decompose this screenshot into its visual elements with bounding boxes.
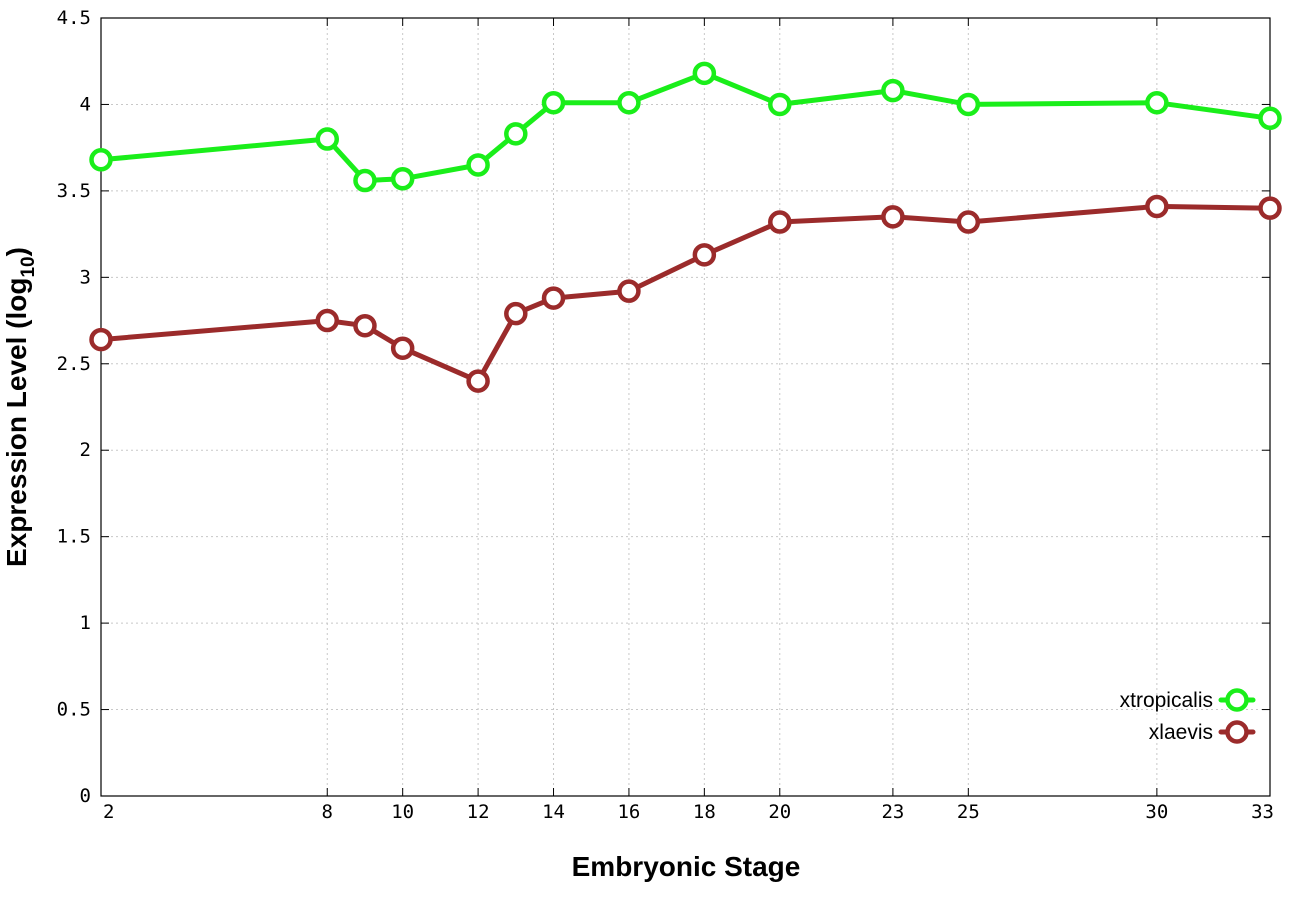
data-point-xtropicalis <box>466 153 490 177</box>
y-tick-label: 1.5 <box>57 526 91 548</box>
data-point-xlaevis <box>881 205 905 229</box>
data-point-xlaevis <box>768 210 792 234</box>
x-tick-label: 25 <box>957 801 980 823</box>
data-point-xtropicalis <box>315 127 340 151</box>
data-point-xtropicalis <box>504 122 528 146</box>
x-tick-label: 8 <box>322 801 333 823</box>
data-point-xtropicalis <box>1258 106 1282 131</box>
data-point-xlaevis <box>315 308 340 333</box>
data-point-xlaevis <box>617 279 641 303</box>
x-tick-label: 12 <box>467 801 490 823</box>
y-tick-label: 2.5 <box>57 353 91 375</box>
y-tick-label: 0.5 <box>57 699 91 721</box>
data-point-xtropicalis <box>692 61 717 86</box>
x-tick-label: 2 <box>103 801 114 823</box>
y-axis-title-close: ) <box>1 247 32 256</box>
x-tick-label: 18 <box>693 801 716 823</box>
series-layer <box>89 61 1282 393</box>
series-line-xlaevis <box>98 203 1273 384</box>
data-point-xtropicalis <box>768 92 792 117</box>
data-point-xlaevis <box>89 327 113 352</box>
plot-frame <box>100 17 1271 797</box>
data-point-xlaevis <box>1258 196 1282 220</box>
data-point-xlaevis <box>353 313 377 338</box>
x-tick-label: 20 <box>768 801 791 823</box>
legend-marker-xtropicalis <box>1225 688 1249 712</box>
grid-lines <box>101 18 1270 796</box>
y-tick-label: 3 <box>80 266 91 288</box>
legend-label-xtropicalis: xtropicalis <box>1120 689 1213 712</box>
y-tick-label: 3.5 <box>57 180 91 202</box>
y-tick-label: 0 <box>80 785 91 807</box>
data-point-xlaevis <box>1145 194 1169 219</box>
data-point-xtropicalis <box>541 90 566 115</box>
data-point-xtropicalis <box>89 148 113 172</box>
data-point-xlaevis <box>692 243 717 267</box>
data-point-xtropicalis <box>390 167 415 191</box>
data-point-xlaevis <box>504 301 528 326</box>
data-point-xtropicalis <box>956 92 981 117</box>
y-axis-title: Expression Level (log10) <box>1 247 39 567</box>
series-line-xtropicalis <box>98 70 1273 183</box>
data-point-xlaevis <box>956 210 981 234</box>
legend-marker-xlaevis <box>1225 720 1249 744</box>
data-point-xlaevis <box>466 369 490 393</box>
y-axis-title-main: Expression Level (log <box>1 278 32 567</box>
y-tick-label: 4.5 <box>57 7 91 29</box>
data-point-xlaevis <box>541 286 566 310</box>
x-axis-title: Embryonic Stage <box>572 851 801 882</box>
x-tick-label: 10 <box>391 801 414 823</box>
x-tick-label: 30 <box>1145 801 1168 823</box>
axis-ticks: 0 0.5 1 1.5 2 2.5 3 3.5 4 4.5 2 8 10 12 14 16 18 20 23 25 30… <box>57 7 1274 823</box>
x-tick-label: 14 <box>542 801 565 823</box>
x-tick-label: 33 <box>1251 801 1274 823</box>
data-point-xtropicalis <box>617 90 641 115</box>
y-tick-label: 2 <box>80 439 91 461</box>
x-tick-label: 23 <box>881 801 904 823</box>
data-point-xtropicalis <box>353 168 377 193</box>
legend-label-xlaevis: xlaevis <box>1149 721 1213 744</box>
x-tick-label: 16 <box>617 801 640 823</box>
y-tick-label: 1 <box>80 612 91 634</box>
y-axis-title-subscript: 10 <box>18 256 39 277</box>
legend: xtropicalis xlaevis <box>1120 688 1256 744</box>
data-point-xlaevis <box>390 336 415 360</box>
data-point-xtropicalis <box>881 78 905 103</box>
data-point-xtropicalis <box>1145 90 1169 115</box>
y-tick-label: 4 <box>80 93 91 115</box>
